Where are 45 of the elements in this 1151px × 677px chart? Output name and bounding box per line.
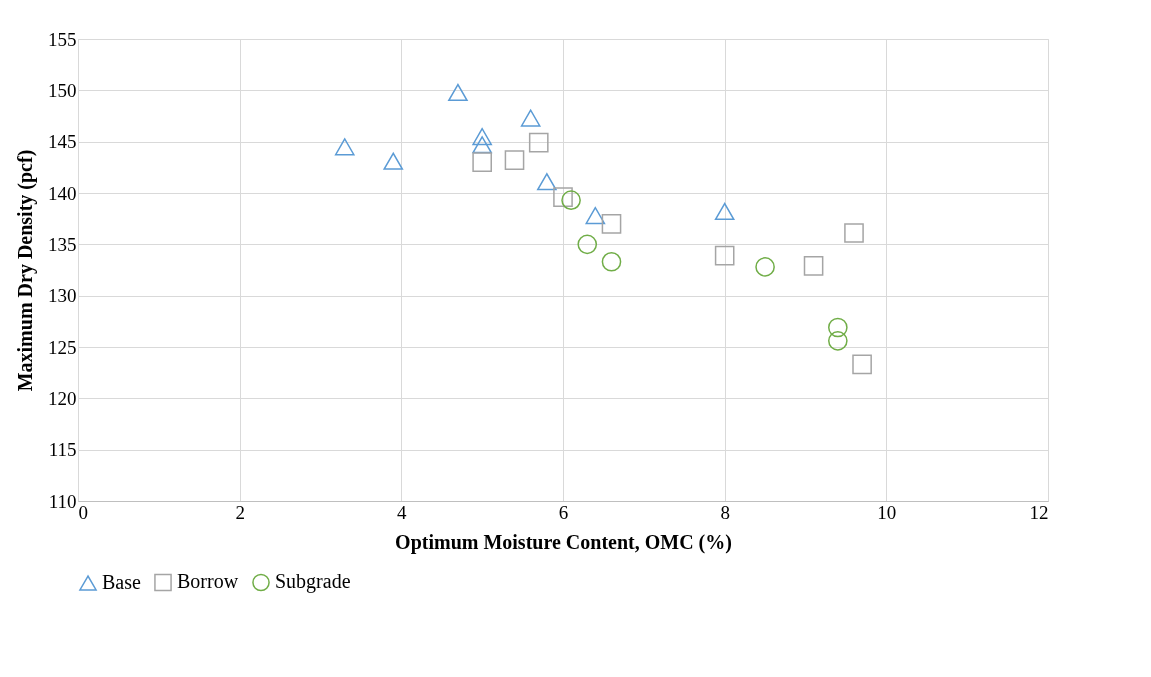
y-tick-label: 130 [48, 285, 77, 307]
y-tick-label: 125 [48, 336, 77, 358]
point [448, 83, 468, 101]
point [528, 132, 549, 153]
x-axis-title: Optimum Moisture Content, OMC (%) [395, 530, 732, 554]
point [714, 245, 735, 266]
point [472, 152, 492, 173]
point [601, 213, 622, 234]
y-tick-label: 110 [48, 490, 77, 512]
y-tick-label: 140 [48, 182, 77, 204]
legend-label: Base [102, 571, 141, 593]
point [755, 257, 775, 277]
point [601, 251, 622, 272]
y-tick-label: 145 [48, 131, 77, 153]
point [714, 202, 735, 221]
x-tick-label: 0 [78, 501, 88, 523]
legend-label: Subgrade [275, 570, 351, 594]
x-tick-label: 4 [397, 501, 408, 523]
x-tick-label: 10 [877, 501, 897, 523]
point [828, 317, 848, 338]
point [504, 150, 525, 170]
point [553, 187, 573, 207]
y-tick-label: 155 [48, 28, 77, 50]
point [334, 138, 355, 156]
legend-label: Borrow [177, 570, 239, 593]
y-tick-label: 120 [48, 387, 77, 409]
point [828, 331, 848, 351]
point [585, 206, 606, 225]
point [472, 127, 492, 146]
y-tick-label: 115 [48, 439, 77, 461]
x-tick-label: 2 [235, 501, 245, 523]
point [383, 152, 404, 170]
x-tick-label: 6 [558, 501, 569, 523]
point [520, 109, 541, 127]
x-tick-label: 12 [1029, 501, 1049, 523]
point [561, 190, 581, 210]
y-axis-title: Maximum Dry Density (pcf) [14, 149, 37, 392]
y-tick-label: 150 [48, 79, 77, 101]
point [852, 354, 872, 375]
x-tick-label: 8 [720, 501, 730, 523]
point [577, 234, 598, 255]
point [844, 223, 864, 243]
point [803, 256, 824, 276]
point [537, 173, 557, 191]
y-tick-label: 135 [48, 233, 77, 255]
